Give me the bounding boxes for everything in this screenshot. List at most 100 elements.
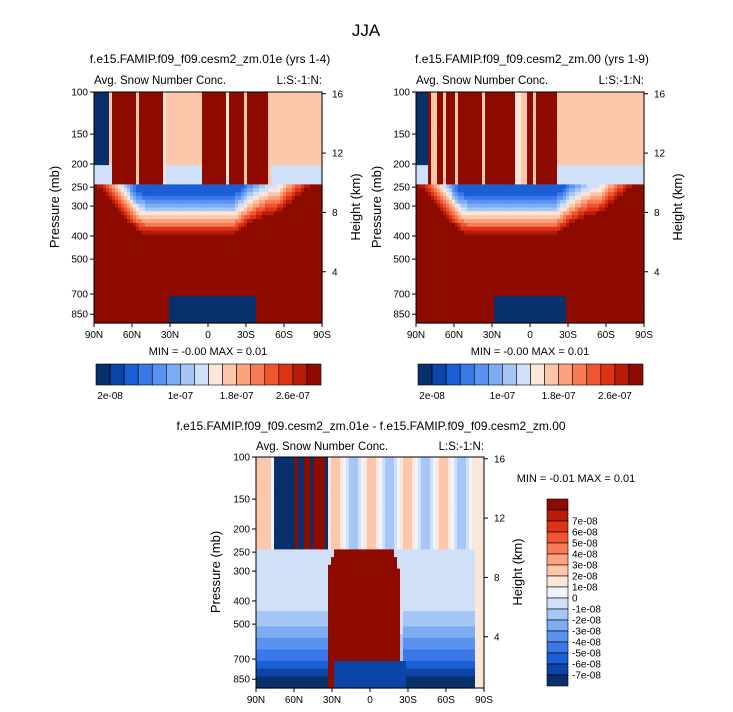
- heatmap-cell: [232, 284, 236, 289]
- heatmap-cell: [136, 145, 140, 151]
- heatmap-cell: [289, 265, 293, 270]
- heatmap-cell: [184, 272, 188, 278]
- heatmap-cell: [292, 272, 296, 278]
- heatmap-cell: [202, 103, 206, 108]
- heatmap-cell: [226, 130, 230, 135]
- heatmap-cell: [148, 138, 152, 143]
- heatmap-cell: [256, 211, 260, 216]
- heatmap-cell: [121, 95, 125, 101]
- heatmap-cell: [256, 265, 260, 270]
- heatmap-cell: [316, 92, 320, 97]
- heatmap-cell: [124, 157, 128, 162]
- heatmap-cell: [142, 118, 146, 124]
- heatmap-cell: [286, 176, 290, 182]
- heatmap-cell: [151, 288, 155, 293]
- heatmap-cell: [205, 265, 209, 270]
- heatmap-cell: [166, 149, 170, 155]
- heatmap-cell: [232, 246, 236, 251]
- heatmap-cell: [160, 169, 164, 174]
- heatmap-cell: [115, 122, 119, 128]
- heatmap-cell: [244, 142, 248, 147]
- heatmap-cell: [97, 172, 101, 178]
- heatmap-cell: [211, 169, 215, 174]
- heatmap-cell: [250, 118, 254, 124]
- heatmap-cell: [103, 115, 107, 120]
- heatmap-cell: [292, 92, 296, 97]
- heatmap-cell: [97, 176, 101, 182]
- heatmap-cell: [253, 257, 257, 262]
- heatmap-cell: [136, 276, 140, 282]
- heatmap-cell: [94, 149, 98, 155]
- heatmap-cell: [226, 118, 230, 124]
- heatmap-cell: [145, 249, 149, 255]
- heatmap-cell: [190, 103, 194, 108]
- heatmap-cell: [313, 288, 317, 293]
- heatmap-cell: [202, 222, 206, 228]
- heatmap-cell: [211, 95, 215, 101]
- heatmap-cell: [319, 153, 323, 159]
- heatmap-cell: [97, 215, 101, 220]
- heatmap-cell: [115, 292, 119, 297]
- heatmap-cell: [157, 115, 161, 120]
- heatmap-cell: [247, 126, 251, 132]
- heatmap-cell: [214, 134, 218, 139]
- heatmap-cell: [241, 288, 245, 293]
- heatmap-cell: [280, 222, 284, 228]
- heatmap-cell: [316, 161, 320, 166]
- heatmap-cell: [193, 249, 197, 255]
- heatmap-cell: [298, 188, 302, 193]
- heatmap-cell: [307, 172, 311, 178]
- heatmap-cell: [289, 276, 293, 282]
- heatmap-cell: [178, 176, 182, 182]
- heatmap-cell: [190, 284, 194, 289]
- heatmap-cell: [196, 226, 200, 232]
- heatmap-cell: [286, 172, 290, 178]
- heatmap-cell: [241, 211, 245, 216]
- heatmap-cell: [313, 219, 317, 224]
- heatmap-cell: [169, 199, 173, 205]
- heatmap-cell: [202, 180, 206, 185]
- heatmap-cell: [220, 192, 224, 197]
- heatmap-cell: [286, 288, 290, 293]
- heatmap-cell: [235, 249, 239, 255]
- heatmap-cell: [250, 92, 254, 97]
- heatmap-cell: [250, 142, 254, 147]
- heatmap-cell: [253, 226, 257, 232]
- heatmap-cell: [316, 145, 320, 151]
- heatmap-cell: [130, 246, 134, 251]
- heatmap-cell: [292, 207, 296, 212]
- heatmap-cell: [313, 153, 317, 159]
- heatmap-cell: [115, 219, 119, 224]
- heatmap-cell: [244, 238, 248, 243]
- heatmap-cell: [271, 242, 275, 247]
- heatmap-cell: [292, 199, 296, 205]
- heatmap-cell: [148, 99, 152, 105]
- heatmap-cell: [229, 138, 233, 143]
- heatmap-cell: [103, 149, 107, 155]
- heatmap-cell: [169, 107, 173, 112]
- heatmap-cell: [121, 172, 125, 178]
- heatmap-cell: [169, 145, 173, 151]
- heatmap-cell: [214, 253, 218, 259]
- heatmap-cell: [160, 161, 164, 166]
- heatmap-cell: [184, 284, 188, 289]
- heatmap-cell: [250, 219, 254, 224]
- heatmap-cell: [298, 215, 302, 220]
- heatmap-cell: [286, 95, 290, 101]
- heatmap-cell: [256, 199, 260, 205]
- heatmap-cell: [301, 172, 305, 178]
- heatmap-cell: [214, 230, 218, 236]
- heatmap-cell: [298, 149, 302, 155]
- heatmap-cell: [172, 292, 176, 297]
- heatmap-cell: [253, 180, 257, 185]
- heatmap-cell: [175, 134, 179, 139]
- heatmap-cell: [118, 126, 122, 132]
- heatmap-cell: [148, 172, 152, 178]
- heatmap-cell: [154, 284, 158, 289]
- heatmap-cell: [304, 165, 308, 170]
- heatmap-cell: [262, 234, 266, 239]
- heatmap-cell: [286, 230, 290, 236]
- heatmap-cell: [235, 118, 239, 124]
- heatmap-cell: [196, 257, 200, 262]
- heatmap-cell: [178, 246, 182, 251]
